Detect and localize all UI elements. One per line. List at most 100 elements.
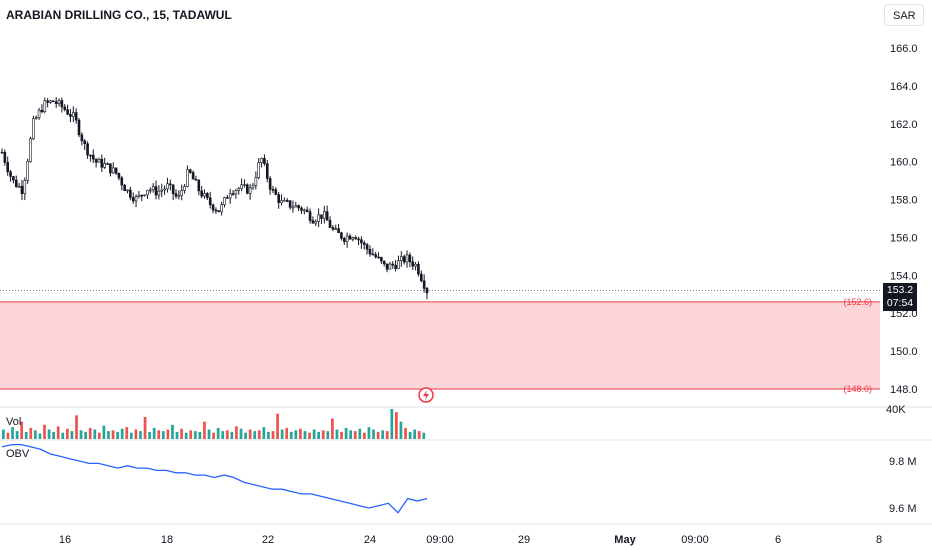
candle-up (234, 190, 238, 195)
candle-up (314, 221, 318, 224)
candle-down (277, 194, 280, 203)
candle-down (271, 189, 275, 191)
candle-down (114, 167, 118, 174)
candle-up (163, 188, 166, 191)
candle-down (200, 190, 203, 197)
candle-down (106, 163, 109, 165)
candle-down (385, 263, 389, 270)
candle-down (348, 235, 352, 240)
price-tick-label: 162.0 (890, 119, 918, 131)
candle-down (417, 263, 420, 275)
candle-up (143, 194, 146, 197)
candle-up (126, 189, 129, 192)
candle-down (391, 263, 395, 266)
candle-up (29, 138, 32, 162)
candle-up (323, 211, 326, 219)
volume-bar (111, 430, 115, 439)
candle-down (206, 193, 209, 199)
volume-bar (107, 431, 110, 439)
volume-bar (29, 427, 33, 439)
candle-down (194, 178, 198, 181)
level-label: (148.0) (843, 384, 872, 394)
volume-bar (285, 427, 289, 439)
candle-up (317, 214, 320, 222)
volume-bar (70, 431, 74, 439)
candle-up (137, 194, 141, 197)
volume-bar (38, 433, 42, 439)
candle-up (283, 200, 286, 202)
candle-down (217, 210, 221, 213)
candle-up (240, 184, 243, 189)
candle-up (228, 193, 232, 199)
candle-up (43, 100, 47, 112)
time-tick-label: 09:00 (681, 534, 709, 546)
candle-up (134, 196, 138, 202)
candle-up (26, 161, 29, 181)
candle-down (382, 260, 386, 265)
volume-bar (326, 431, 330, 439)
volume-bar (157, 430, 161, 439)
volume-bar (97, 432, 101, 439)
candle-down (86, 143, 89, 156)
candle-down (208, 197, 212, 206)
volume-bar (390, 409, 394, 439)
volume-bar (289, 431, 293, 439)
candle-down (263, 158, 266, 164)
candle-down (77, 119, 81, 136)
volume-bar (180, 428, 183, 439)
candle-down (365, 244, 369, 250)
candle-down (308, 211, 312, 221)
price-tick-label: 148.0 (890, 384, 918, 396)
volume-bar (363, 432, 366, 439)
obv-line (1, 443, 428, 514)
volume-bar (129, 432, 133, 439)
candle-up (17, 185, 21, 188)
volume-bar (367, 427, 371, 439)
price-tick-label: 154.0 (890, 270, 918, 282)
volume-bar (152, 427, 156, 439)
candle-down (20, 185, 24, 194)
volume-bar (299, 428, 302, 439)
volume-bar (207, 429, 211, 439)
candle-down (117, 172, 121, 179)
candle-down (197, 179, 201, 192)
candle-up (111, 167, 115, 174)
obv-tick-label: 9.8 M (889, 456, 917, 468)
candle-down (0, 151, 4, 154)
candle-up (166, 183, 169, 190)
volume-bar (262, 427, 266, 439)
candle-down (109, 163, 112, 174)
candle-down (411, 261, 415, 267)
volume-bar (212, 432, 215, 439)
volume-bar (308, 432, 311, 439)
candle-up (34, 117, 38, 119)
volume-bar (248, 429, 252, 439)
candle-up (414, 263, 417, 267)
volume-bar (33, 430, 37, 439)
candle-up (57, 100, 61, 104)
volume-bar (344, 427, 348, 439)
volume-bar (216, 427, 220, 439)
price-tick-label: 160.0 (890, 157, 918, 169)
currency-button[interactable]: SAR (884, 4, 924, 26)
volume-bar (385, 431, 389, 439)
volume-bar (253, 431, 257, 439)
volume-bar (56, 426, 60, 439)
candle-up (388, 263, 392, 270)
candle-up (149, 189, 152, 192)
price-tick-label: 150.0 (890, 346, 918, 358)
volume-bar (372, 429, 375, 439)
candle-down (188, 169, 192, 173)
candle-up (72, 112, 75, 117)
volume-bar (139, 431, 142, 439)
volume-bar (239, 428, 243, 439)
candle-down (140, 194, 144, 197)
volume-bar (175, 431, 179, 439)
candle-down (211, 204, 215, 211)
volume-bar (358, 428, 362, 439)
obv-pane-label: OBV (6, 448, 30, 460)
candle-down (380, 257, 383, 262)
volume-bar (335, 429, 339, 439)
candle-up (103, 163, 106, 168)
